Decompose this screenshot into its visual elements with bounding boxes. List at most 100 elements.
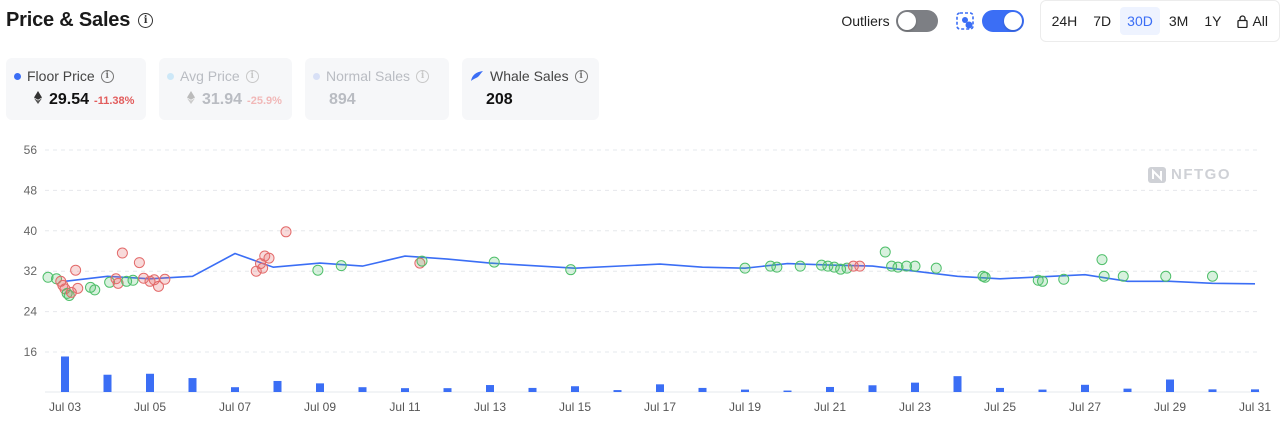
sale-point <box>909 260 921 272</box>
x-tick-label: Jul 13 <box>474 400 506 414</box>
range-24h[interactable]: 24H <box>1051 13 1078 29</box>
sale-point <box>1117 270 1129 282</box>
legend-dot <box>313 72 320 80</box>
lock-icon <box>1237 14 1249 28</box>
x-tick-label: Jul 31 <box>1239 400 1271 414</box>
y-tick-label: 32 <box>24 264 38 278</box>
volume-bar <box>953 376 962 392</box>
sale-point <box>1160 270 1172 282</box>
sale-point <box>153 280 164 292</box>
sale-point <box>565 264 577 276</box>
chart-svg: 56 48 40 32 24 16 Jul 03 Jul 05 Jul 07 Jul 09 Jul … <box>24 143 1272 414</box>
x-tick-label: Jul 23 <box>899 400 931 414</box>
range-3m[interactable]: 3M <box>1168 13 1189 29</box>
sale-point <box>159 273 171 285</box>
avg-info-icon[interactable]: i <box>245 69 259 83</box>
whale-toggle[interactable] <box>981 10 1024 32</box>
sale-point <box>1207 270 1218 282</box>
volume-bar <box>613 390 622 392</box>
sale-point <box>133 257 145 269</box>
floor-price-change: -11.38% <box>94 95 135 107</box>
normal-sales-card[interactable]: Normal Sales i 894 <box>305 58 449 120</box>
legend-dot <box>167 72 174 80</box>
range-1y[interactable]: 1Y <box>1204 13 1222 29</box>
whale-icon <box>471 71 483 81</box>
volume-bar <box>741 389 749 392</box>
sale-point <box>1032 274 1044 286</box>
floor-price-label: Floor Price <box>27 68 95 84</box>
volume-bar <box>783 390 792 392</box>
x-tick-label: Jul 17 <box>644 400 676 414</box>
x-tick-label: Jul 03 <box>49 400 81 414</box>
x-tick-label: Jul 05 <box>134 400 166 414</box>
sale-point <box>335 260 347 272</box>
volume-bar <box>188 378 197 392</box>
volume-bar <box>571 386 579 392</box>
volume-bar <box>996 387 1004 392</box>
sale-point <box>879 246 891 258</box>
title-info-icon[interactable]: i <box>138 13 154 28</box>
range-7d[interactable]: 7D <box>1093 13 1112 29</box>
sale-point <box>1098 270 1110 282</box>
sale-point <box>828 261 840 273</box>
x-tick-label: Jul 19 <box>729 400 761 414</box>
avg-price-card[interactable]: Avg Price i 31.94 -25.9% <box>159 58 292 120</box>
volume-bar <box>486 385 494 392</box>
normal-sales-label: Normal Sales <box>326 68 411 84</box>
range-30d[interactable]: 30D <box>1120 7 1160 35</box>
avg-price-label: Avg Price <box>180 68 240 84</box>
sale-point <box>794 260 806 272</box>
volume-bar <box>528 387 537 392</box>
floor-info-icon[interactable]: i <box>100 69 114 83</box>
sale-point <box>1058 273 1070 285</box>
time-range-selector: 24H 7D 30D 3M 1Y All <box>1039 0 1280 42</box>
sale-point <box>930 262 942 274</box>
x-tick-label: Jul 07 <box>219 400 251 414</box>
volume-bar <box>401 388 409 392</box>
whale-sales-value: 208 <box>486 91 513 108</box>
y-tick-label: 40 <box>24 224 38 238</box>
watermark-text: NFTGO <box>1171 166 1231 183</box>
outliers-label: Outliers <box>841 13 890 29</box>
price-sales-chart[interactable]: 56 48 40 32 24 16 Jul 03 Jul 05 Jul 07 Jul 09 Jul … <box>0 130 1280 422</box>
sale-point <box>112 277 124 289</box>
sale-point <box>901 260 912 272</box>
volume-bar <box>1081 384 1089 392</box>
sale-point <box>841 262 853 274</box>
whale-sales-card[interactable]: Whale Sales i 208 <box>462 58 599 120</box>
sale-point <box>892 261 904 273</box>
sale-point <box>979 271 991 283</box>
stat-cards: Floor Price i 29.54 -11.38% Avg Price i 31… <box>6 58 599 120</box>
sale-point <box>488 256 500 268</box>
volume-bar <box>1166 379 1174 392</box>
sale-point <box>89 284 101 296</box>
range-all[interactable]: All <box>1230 7 1275 35</box>
sale-point <box>312 264 324 276</box>
volume-bar <box>61 356 69 392</box>
sale-point <box>854 260 866 272</box>
sale-point <box>104 276 116 288</box>
x-tick-label: Jul 09 <box>304 400 336 414</box>
floor-price-line <box>64 252 1256 285</box>
sale-point <box>116 247 128 259</box>
title-row: Price & Sales i <box>6 9 154 32</box>
avg-price-change: -25.9% <box>247 95 282 107</box>
normal-info-icon[interactable]: i <box>416 69 430 83</box>
page-title: Price & Sales <box>6 9 131 31</box>
outliers-toggle[interactable] <box>895 10 938 32</box>
sale-point <box>138 272 150 284</box>
volume-bar <box>1208 389 1217 392</box>
whale-info-icon[interactable]: i <box>574 69 588 83</box>
sale-point <box>263 252 275 264</box>
volume-bar <box>231 387 239 392</box>
toggle-knob <box>1003 12 1022 30</box>
x-tick-label: Jul 11 <box>389 400 420 414</box>
x-tick-label: Jul 21 <box>814 400 846 414</box>
y-tick-label: 56 <box>24 143 38 157</box>
y-tick-label: 48 <box>24 183 38 197</box>
floor-price-card[interactable]: Floor Price i 29.54 -11.38% <box>6 58 146 120</box>
avg-price-value: 31.94 <box>202 91 243 108</box>
volume-bar <box>911 382 919 392</box>
sale-point <box>127 274 139 286</box>
sale-point <box>771 261 783 273</box>
